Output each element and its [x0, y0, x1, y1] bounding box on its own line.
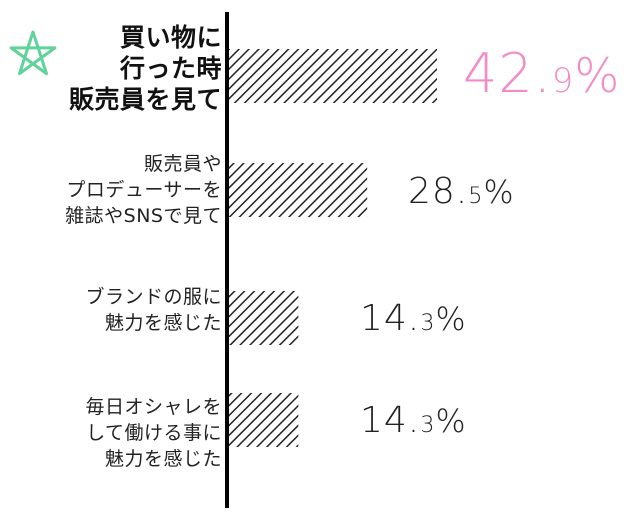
- bar-3: [229, 291, 299, 345]
- category-label-2: 販売員や プロデューサーを 雑誌やSNSで見て: [65, 153, 222, 227]
- value-label-4: 14.3%: [360, 400, 467, 441]
- star-icon: [9, 30, 57, 76]
- category-label-4: 毎日オシャレを して働ける事に 魅力を感じた: [85, 396, 222, 470]
- category-label-1: 買い物に 行った時 販売員を見て: [68, 23, 222, 114]
- bar-2: [229, 163, 368, 217]
- bar-1: [229, 49, 437, 103]
- category-label-3: ブランドの服に 魅力を感じた: [85, 286, 222, 334]
- bar-4: [229, 393, 299, 447]
- value-label-1: 42.9%: [463, 42, 621, 105]
- value-label-2: 28.5%: [408, 171, 515, 212]
- value-label-3: 14.3%: [360, 298, 467, 339]
